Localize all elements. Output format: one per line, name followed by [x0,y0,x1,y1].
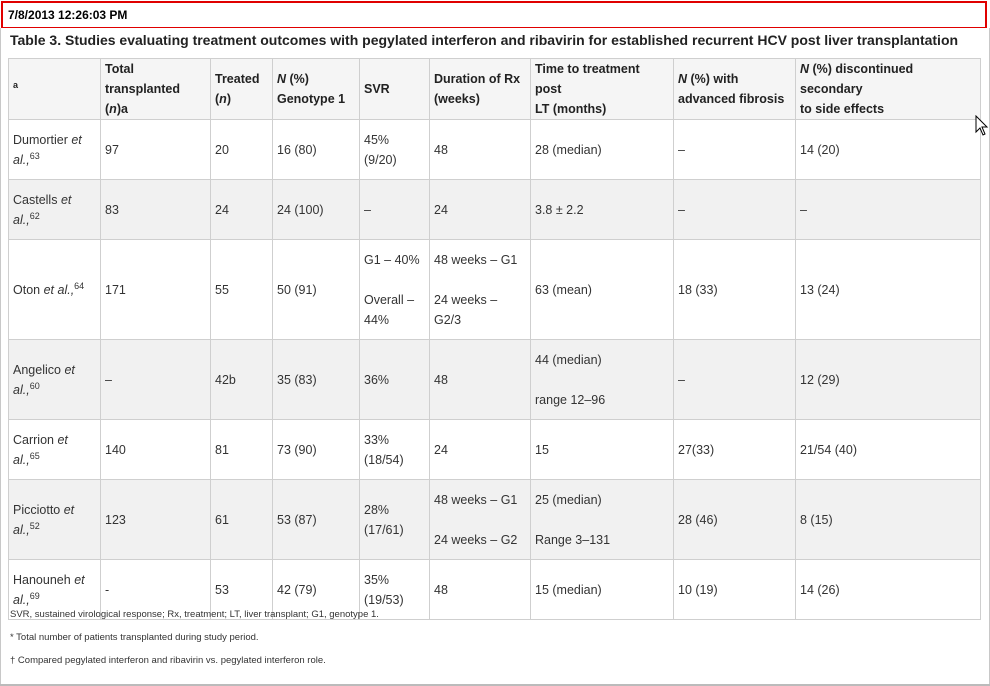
study-cell: Angelico et al.,60 [8,339,101,420]
treated-cell: 53 [210,559,273,620]
genotype-cell: 24 (100) [272,179,360,240]
treated-cell: 24 [210,179,273,240]
duration-cell: 48 [429,339,531,420]
header-duration: Duration of Rx (weeks) [429,58,531,120]
treated-cell: 55 [210,239,273,340]
genotype-cell: 53 (87) [272,479,360,560]
svr-cell: – [359,179,430,240]
total-cell: – [100,339,211,420]
discontinued-cell: 21/54 (40) [795,419,981,480]
header-treated: Treated (n) [210,58,273,120]
time-cell: 44 (median) range 12–96 [530,339,674,420]
study-cell: Oton et al.,64 [8,239,101,340]
time-cell: 3.8 ± 2.2 [530,179,674,240]
total-cell: - [100,559,211,620]
table-row: Carrion et al.,65 140 81 73 (90) 33% (18/5… [8,419,981,480]
table-caption: Table 3. Studies evaluating treatment ou… [10,32,959,48]
table-row: Hanouneh et al.,69 - 53 42 (79) 35% (19/53… [8,559,981,620]
fibrosis-cell: 27(33) [673,419,796,480]
duration-cell: 24 [429,179,531,240]
time-cell: 15 [530,419,674,480]
fibrosis-cell: – [673,339,796,420]
time-cell: 25 (median) Range 3–131 [530,479,674,560]
svr-cell: 45% (9/20) [359,119,430,180]
header-time-to-treatment: Time to treatment post LT (months) [530,58,674,120]
duration-cell: 48 [429,559,531,620]
treated-cell: 81 [210,419,273,480]
results-table: a Total transplanted (n)a Treated (n) N (%… [8,58,981,620]
discontinued-cell: 13 (24) [795,239,981,340]
table-row: Castells et al.,62 83 24 24 (100) – 24 3.… [8,179,981,240]
total-cell: 140 [100,419,211,480]
genotype-cell: 42 (79) [272,559,360,620]
time-cell: 15 (median) [530,559,674,620]
duration-cell: 48 weeks – G1 24 weeks – G2/3 [429,239,531,340]
treated-cell: 20 [210,119,273,180]
table-row: Dumortier et al.,63 97 20 16 (80) 45% (9/… [8,119,981,180]
table-row: Oton et al.,64 171 55 50 (91) G1 – 40% Ov… [8,239,981,340]
fibrosis-cell: 18 (33) [673,239,796,340]
duration-cell: 24 [429,419,531,480]
discontinued-cell: 14 (20) [795,119,981,180]
discontinued-cell: – [795,179,981,240]
header-study: a [8,58,101,120]
timestamp-text: 7/8/2013 12:26:03 PM [8,8,128,22]
genotype-cell: 73 (90) [272,419,360,480]
fibrosis-cell: 10 (19) [673,559,796,620]
genotype-cell: 50 (91) [272,239,360,340]
discontinued-cell: 8 (15) [795,479,981,560]
mouse-pointer-icon [975,115,989,136]
header-discontinued: N (%) discontinued secondary to side effe… [795,58,981,120]
duration-cell: 48 [429,119,531,180]
svr-cell: 28% (17/61) [359,479,430,560]
study-cell: Picciotto et al.,52 [8,479,101,560]
svr-cell: 36% [359,339,430,420]
header-svr: SVR [359,58,430,120]
svr-cell: 35% (19/53) [359,559,430,620]
treated-cell: 42b [210,339,273,420]
total-cell: 97 [100,119,211,180]
footnote-abbreviations: SVR, sustained virological response; Rx,… [10,609,379,620]
svr-cell: G1 – 40% Overall –44% [359,239,430,340]
table-header-row: a Total transplanted (n)a Treated (n) N (%… [8,58,981,120]
study-cell: Carrion et al.,65 [8,419,101,480]
header-total: Total transplanted (n)a [100,58,211,120]
genotype-cell: 16 (80) [272,119,360,180]
table-row: Angelico et al.,60 – 42b 35 (83) 36% 48 4… [8,339,981,420]
footnote-total: * Total number of patients transplanted … [10,632,259,643]
total-cell: 123 [100,479,211,560]
treated-cell: 61 [210,479,273,560]
svr-cell: 33% (18/54) [359,419,430,480]
header-fibrosis: N (%) with advanced fibrosis [673,58,796,120]
bottom-border [0,684,990,686]
total-cell: 171 [100,239,211,340]
header-genotype: N (%) Genotype 1 [272,58,360,120]
study-cell: Dumortier et al.,63 [8,119,101,180]
fibrosis-cell: 28 (46) [673,479,796,560]
duration-cell: 48 weeks – G1 24 weeks – G2 [429,479,531,560]
footnote-compared: † Compared pegylated interferon and riba… [10,655,326,666]
discontinued-cell: 12 (29) [795,339,981,420]
fibrosis-cell: – [673,179,796,240]
total-cell: 83 [100,179,211,240]
study-cell: Castells et al.,62 [8,179,101,240]
timestamp-bar: 7/8/2013 12:26:03 PM [1,1,987,29]
study-cell: Hanouneh et al.,69 [8,559,101,620]
table-row: Picciotto et al.,52 123 61 53 (87) 28% (17… [8,479,981,560]
discontinued-cell: 14 (26) [795,559,981,620]
time-cell: 63 (mean) [530,239,674,340]
fibrosis-cell: – [673,119,796,180]
genotype-cell: 35 (83) [272,339,360,420]
time-cell: 28 (median) [530,119,674,180]
